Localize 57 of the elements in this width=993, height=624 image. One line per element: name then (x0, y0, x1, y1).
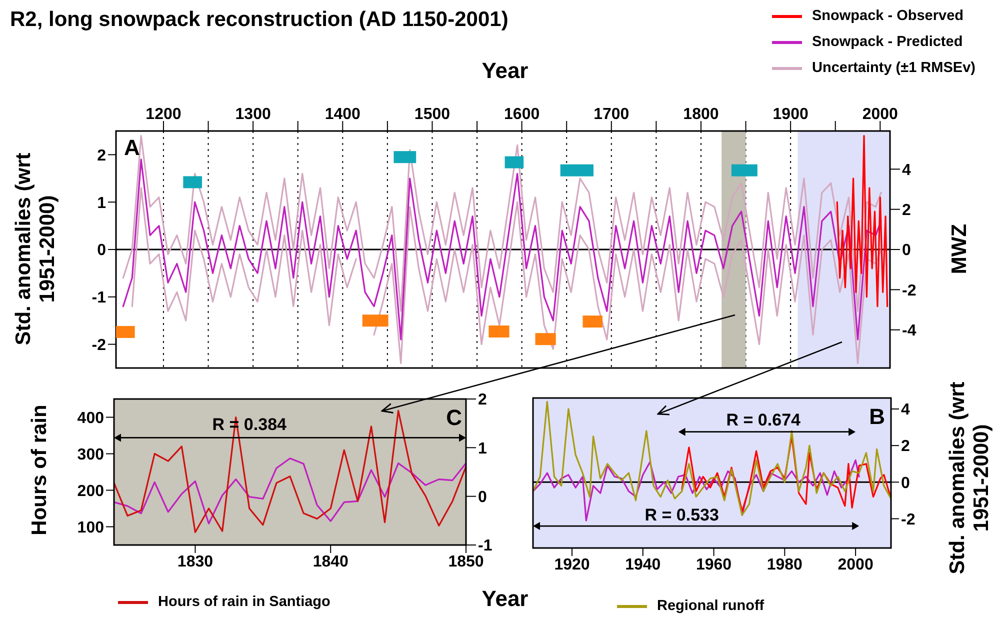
annotation: R = 0.674 (726, 410, 802, 430)
y2-axis-title: MWZ (948, 222, 972, 276)
y-axis-title: Std. anomalies (wrt 1951-2000) (11, 152, 60, 348)
y2-tick-label: -1 (478, 538, 492, 555)
legend-label: Snowpack - Predicted (812, 34, 963, 50)
y-axis-title: Hours of rain (27, 404, 52, 538)
x-tick-label: 1960 (696, 556, 732, 574)
y-tick-label: 2 (97, 147, 106, 164)
y-tick-label: 0 (901, 474, 910, 492)
y-tick-label: 400 (77, 410, 104, 427)
y-tick-label: 100 (77, 519, 104, 536)
x-tick-label: 1840 (312, 553, 349, 570)
y-axis-title: Std. anomalies (wrt 1951-2000) (945, 380, 993, 576)
annotation: B (869, 404, 885, 429)
line-series (114, 458, 466, 524)
legend-label: Snowpack - Observed (812, 8, 964, 24)
y2-tick-label: 1 (478, 440, 487, 458)
y2-tick-label: -4 (902, 322, 916, 340)
y-tick-label: 4 (901, 402, 910, 419)
line-series (836, 134, 888, 308)
annotation: A (124, 135, 140, 160)
x-tick-label: 1920 (554, 556, 590, 574)
y-tick-label: -1 (92, 290, 106, 307)
line-series (114, 410, 466, 534)
x-axis-title: Year (480, 58, 530, 84)
y-tick-label: 200 (77, 482, 104, 500)
x-tick-label: 1600 (504, 106, 540, 123)
x-tick-label: 1300 (235, 106, 271, 123)
x-tick-label: 2000 (862, 106, 898, 123)
x-tick-label: 1700 (594, 106, 630, 123)
x-tick-label: 1800 (683, 106, 719, 123)
line-series (122, 158, 882, 340)
legend-label: Regional runoff (657, 598, 764, 614)
x-tick-label: 1500 (414, 106, 450, 123)
y-tick-label: 300 (77, 446, 104, 464)
x-tick-label: 1200 (146, 106, 182, 123)
x-tick-label: 1850 (448, 553, 484, 570)
x-tick-label: 1900 (772, 106, 808, 123)
y-tick-label: 2 (901, 438, 910, 456)
y-tick-label: 0 (97, 242, 106, 260)
y-tick-label: -2 (92, 336, 106, 354)
legend-label: Hours of rain in Santiago (158, 594, 330, 610)
annotation: C (446, 405, 462, 430)
legend-label: Uncertainty (±1 RMSEv) (812, 60, 976, 76)
x-tick-label: 1940 (625, 556, 661, 574)
annotation: R = 0.533 (644, 506, 719, 525)
line-series (533, 459, 860, 522)
x-tick-label: 1830 (177, 553, 214, 570)
y2-tick-label: 2 (478, 392, 487, 409)
y-tick-label: -2 (901, 511, 916, 528)
chart-title: R2, long snowpack reconstruction (AD 1150-2001) (10, 8, 508, 32)
x-tick-label: 1980 (766, 556, 803, 574)
x-tick-label: 2000 (838, 556, 874, 574)
y-tick-label: 1 (97, 194, 106, 212)
x-axis-title: Year (480, 586, 530, 612)
y2-tick-label: 0 (478, 489, 487, 506)
x-tick-label: 1400 (324, 106, 361, 123)
